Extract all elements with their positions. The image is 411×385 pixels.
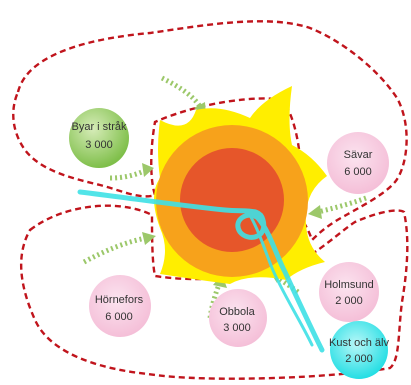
holmsund-value: 2 000	[335, 295, 363, 307]
byar-node	[69, 108, 129, 168]
kust-label: Kust och älv	[329, 337, 389, 349]
holmsund-node	[319, 262, 379, 322]
savar-label: Sävar	[344, 149, 373, 161]
kust-value: 2 000	[345, 353, 373, 365]
inner-core	[180, 148, 284, 252]
hornefors-node	[89, 275, 151, 337]
obbola-label: Obbola	[219, 306, 255, 318]
arrow-hornefors	[82, 232, 156, 265]
nodes	[69, 108, 389, 379]
river	[77, 189, 325, 353]
arrow-savar	[308, 195, 367, 219]
savar-node	[327, 132, 389, 194]
byar-label: Byar i stråk	[71, 121, 127, 133]
savar-value: 6 000	[344, 166, 372, 178]
obbola-value: 3 000	[223, 322, 251, 334]
labels: Byar i stråk 3 000 Sävar 6 000 Hörnefors…	[71, 121, 389, 365]
hornefors-label: Hörnefors	[95, 294, 144, 306]
byar-value: 3 000	[85, 139, 113, 151]
arrow-byar	[109, 163, 154, 181]
kust-node	[330, 321, 388, 379]
holmsund-label: Holmsund	[324, 279, 374, 291]
hornefors-value: 6 000	[105, 311, 133, 323]
south-zone-border	[20, 204, 409, 380]
north-zone-border	[12, 20, 408, 243]
obbola-node	[209, 289, 267, 347]
